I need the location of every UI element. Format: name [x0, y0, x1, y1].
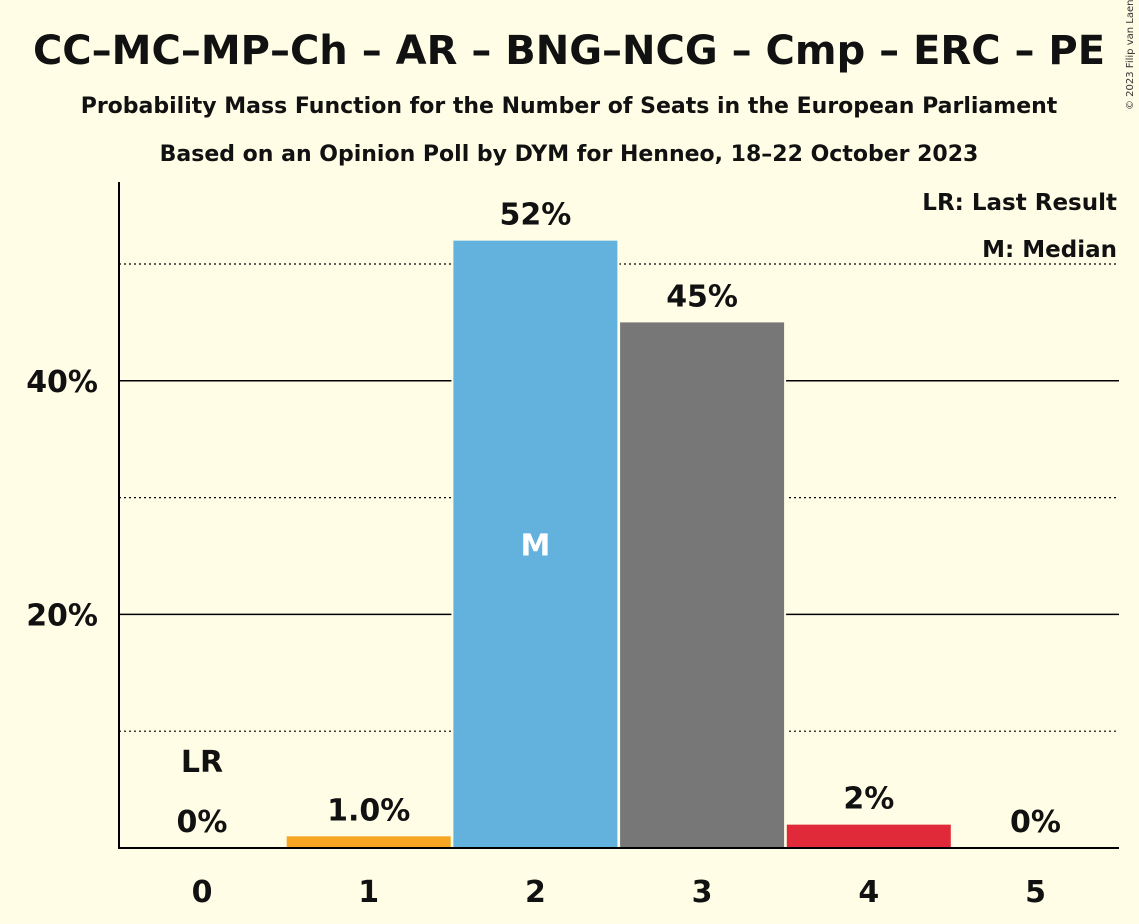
bars: [284, 238, 953, 848]
legend-last-result: LR: Last Result: [922, 190, 1117, 216]
bar-4: [786, 824, 951, 848]
bar-2: [453, 240, 618, 848]
x-tick-labels: 0 1 2 3 4 5: [192, 875, 1046, 910]
value-label: 52%: [499, 198, 571, 233]
median-marker: M: [520, 528, 550, 563]
chart-title: CC–MC–MP–Ch – AR – BNG–NCG – Cmp – ERC –…: [33, 28, 1105, 74]
y-tick-labels: 20% 40%: [26, 365, 98, 634]
copyright-credit: © 2023 Filip van Laenen: [1125, 0, 1136, 110]
y-tick-label: 20%: [26, 598, 98, 633]
data-labels: 0% LR 1.0% 52% M 45% 2% 0%: [177, 198, 1061, 840]
last-result-marker: LR: [181, 745, 223, 780]
value-label: 0%: [177, 805, 228, 840]
value-label: 45%: [666, 279, 738, 314]
value-label: 2%: [843, 782, 894, 817]
bar-1: [286, 836, 451, 848]
x-tick-label: 3: [692, 875, 713, 910]
y-tick-label: 40%: [26, 365, 98, 400]
chart-subtitle-source: Based on an Opinion Poll by DYM for Henn…: [160, 142, 979, 167]
x-tick-label: 1: [358, 875, 379, 910]
x-tick-label: 2: [525, 875, 546, 910]
x-tick-label: 5: [1025, 875, 1046, 910]
x-tick-label: 4: [858, 875, 879, 910]
chart-subtitle: Probability Mass Function for the Number…: [81, 94, 1058, 119]
x-tick-label: 0: [192, 875, 213, 910]
bar-3: [620, 322, 785, 848]
value-label: 1.0%: [327, 793, 410, 828]
value-label: 0%: [1010, 805, 1061, 840]
legend-median: M: Median: [982, 237, 1117, 263]
